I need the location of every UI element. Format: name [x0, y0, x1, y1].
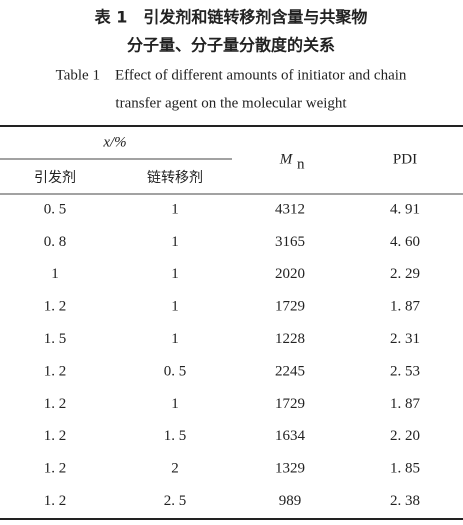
cell: 2. 53: [390, 363, 420, 379]
cell: 1729: [275, 299, 305, 315]
col-header: 引发剂: [34, 170, 76, 186]
cell: 1. 87: [390, 299, 421, 315]
cell: 2245: [275, 363, 305, 379]
group-header: x/%: [102, 134, 126, 150]
cell: 4. 60: [390, 234, 420, 250]
cell: 1. 2: [44, 493, 67, 509]
cell: 1: [171, 266, 179, 282]
cell: 4312: [275, 201, 305, 217]
cell: 1. 2: [44, 396, 67, 412]
mn-subscript: n: [297, 156, 305, 172]
cell: 1. 85: [390, 461, 420, 477]
cell: 1729: [275, 396, 305, 412]
cell: 1: [171, 396, 179, 412]
cell: 2: [171, 461, 179, 477]
cell: 2. 29: [390, 266, 420, 282]
col-header: 链转移剂: [147, 170, 203, 186]
pdi-header: PDI: [393, 151, 417, 167]
cell: 0. 5: [164, 363, 187, 379]
cell: 1. 5: [164, 428, 187, 444]
cell: 1. 87: [390, 396, 421, 412]
mn-header: M: [279, 151, 294, 167]
cell: 1329: [275, 461, 305, 477]
cell: 1. 2: [44, 299, 67, 315]
title-en: transfer agent on the molecular weight: [115, 95, 347, 111]
cell: 2. 31: [390, 331, 420, 347]
cell: 2. 5: [164, 493, 187, 509]
cell: 989: [279, 493, 302, 509]
cell: 1. 5: [44, 331, 67, 347]
cell: 3165: [275, 234, 305, 250]
cell: 4. 91: [390, 201, 420, 217]
cell: 2020: [275, 266, 305, 282]
cell: 1228: [275, 331, 305, 347]
cell: 2. 38: [390, 493, 420, 509]
cell: 0. 8: [44, 234, 67, 250]
cell: 1. 2: [44, 363, 67, 379]
title-en: Table 1 Effect of different amounts of i…: [56, 67, 407, 83]
cell: 1. 2: [44, 461, 67, 477]
cell: 1: [51, 266, 59, 282]
title-zh: 表 1 引发剂和链转移剂含量与共聚物: [94, 8, 368, 27]
cell: 1: [171, 234, 179, 250]
cell: 0. 5: [44, 201, 67, 217]
cell: 1: [171, 201, 179, 217]
title-zh: 分子量、分子量分散度的关系: [127, 36, 335, 55]
cell: 2. 20: [390, 428, 420, 444]
cell: 1: [171, 299, 179, 315]
cell: 1. 2: [44, 428, 67, 444]
cell: 1: [171, 331, 179, 347]
cell: 1634: [275, 428, 306, 444]
